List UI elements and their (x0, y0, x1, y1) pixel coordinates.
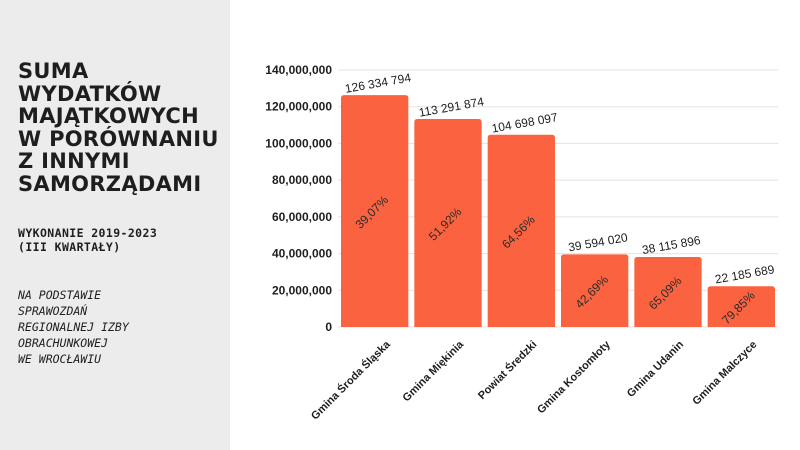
source-line: NA PODSTAWIE (18, 288, 102, 302)
source-line: REGIONALNEJ IZBY (18, 320, 129, 334)
title-line: MAJĄTKOWYCH (18, 104, 200, 128)
bar-value-label: 22 185 689 (714, 262, 776, 286)
y-tick-label: 20,000,000 (272, 283, 332, 297)
title-line: SUMA (18, 59, 89, 83)
source-line: OBRACHUNKOWEJ (18, 336, 109, 350)
y-axis-ticks: 0 20,000,000 40,000,000 60,000,000 80,000,00… (265, 63, 332, 334)
sidebar-panel: SUMA WYDATKÓW MAJĄTKOWYCH W PORÓWNANIU Z… (0, 0, 230, 450)
bars (341, 95, 775, 327)
bar (487, 134, 555, 327)
bar (561, 254, 629, 327)
category-label: Gmina Udanin (625, 338, 686, 399)
y-tick-label: 80,000,000 (272, 173, 332, 187)
chart-subtitle: WYKONANIE 2019-2023 (III KWARTAŁY) (18, 226, 223, 254)
title-line: WYDATKÓW (18, 81, 162, 106)
bar (634, 257, 702, 327)
subtitle-line: (III KWARTAŁY) (18, 240, 121, 254)
title-line: SAMORZĄDAMI (18, 171, 202, 196)
y-tick-label: 140,000,000 (265, 63, 332, 77)
category-label: Powiat Średzki (475, 338, 539, 402)
bar-value-label: 113 291 874 (418, 94, 486, 119)
bar-chart: 0 20,000,000 40,000,000 60,000,000 80,000,00… (265, 63, 778, 422)
category-label: Gmina Miękinia (401, 338, 467, 404)
category-label: Gmina Malczyce (690, 339, 759, 408)
bar (707, 286, 775, 327)
title-line: W PORÓWNANIU (18, 126, 219, 151)
y-tick-label: 120,000,000 (265, 100, 332, 114)
source-line: WE WROCŁAWIU (18, 352, 102, 366)
bar (341, 95, 409, 327)
source-note: NA PODSTAWIE SPRAWOZDAŃ REGIONALNEJ IZBY… (18, 287, 223, 367)
category-label: Gmina Środa Śląska (308, 337, 393, 422)
chart-title: SUMA WYDATKÓW MAJĄTKOWYCH W PORÓWNANIU Z… (18, 60, 228, 195)
y-tick-label: 60,000,000 (272, 210, 332, 224)
category-labels: Gmina Środa Śląska Gmina Miękinia Powiat Ś… (308, 337, 759, 422)
grid-layer (338, 69, 778, 328)
bar (414, 119, 482, 327)
title-line: Z INNYMI (18, 149, 130, 173)
y-tick-label: 100,000,000 (265, 136, 332, 150)
y-tick-label: 40,000,000 (272, 247, 332, 261)
y-tick-label: 0 (325, 320, 332, 334)
bar-value-label: 104 698 097 (491, 110, 559, 135)
subtitle-line: WYKONANIE 2019-2023 (18, 226, 158, 240)
bar-value-label: 39 594 020 (567, 230, 629, 254)
bar-value-label: 126 334 794 (344, 70, 412, 95)
category-label: Gmina Kostomłoty (535, 338, 613, 416)
source-line: SPRAWOZDAŃ (18, 304, 88, 318)
